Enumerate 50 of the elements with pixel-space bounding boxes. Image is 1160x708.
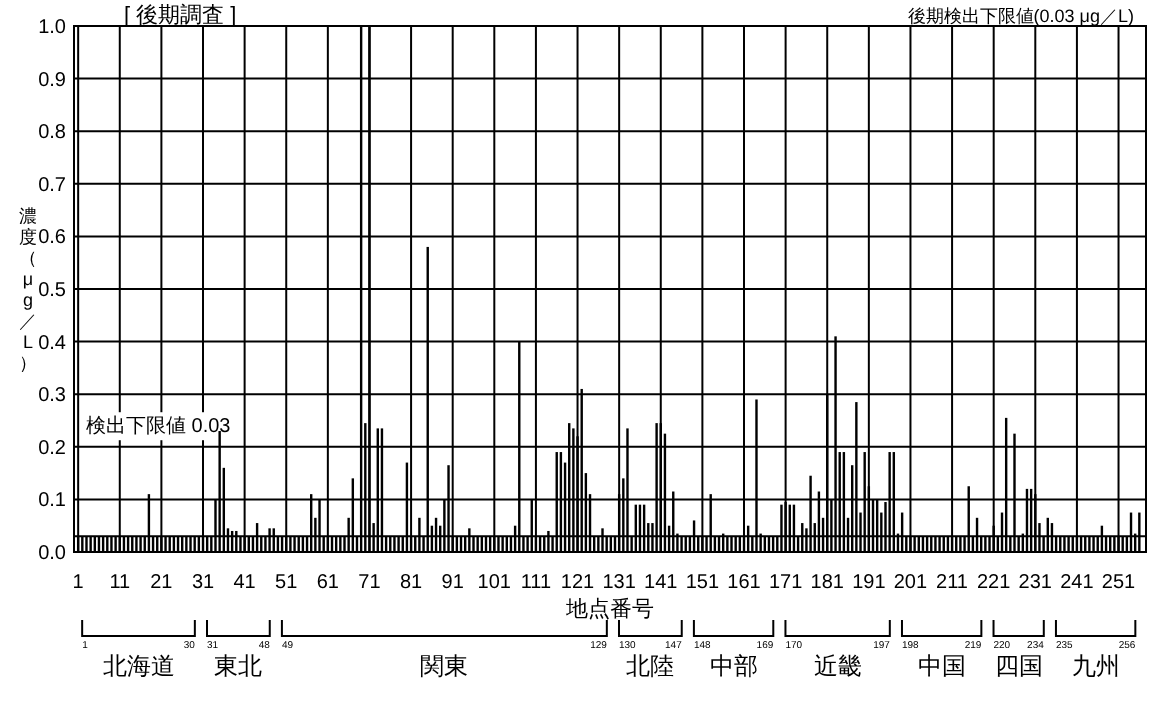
y-tick-label: 0.7 — [38, 174, 67, 197]
text: 北陸 — [626, 652, 675, 680]
text: 東北 — [214, 652, 263, 680]
y-tick-label: 0.0 — [38, 543, 67, 565]
ref-line-label: 検出下限値 0.03 — [86, 414, 232, 439]
y-tick-label: 0.4 — [38, 332, 67, 355]
x-tick-label: 111 — [520, 572, 552, 594]
x-tick-label: 91 — [441, 572, 465, 594]
x-tick-label: 161 — [727, 572, 762, 594]
x-tick-label: 51 — [275, 572, 299, 594]
x-tick-label: 231 — [1018, 572, 1053, 594]
text: 北海道 — [102, 652, 175, 680]
x-tick-label: 71 — [358, 572, 382, 594]
text: 四国 — [994, 652, 1043, 680]
y-tick-label: 0.9 — [38, 69, 67, 92]
x-tick-label: 1 — [72, 572, 85, 594]
x-tick-label: 141 — [644, 572, 679, 594]
text: 近畿 — [813, 652, 862, 680]
x-tick-label: 191 — [852, 572, 887, 594]
x-tick-label: 131 — [602, 572, 637, 594]
y-tick-label: 0.6 — [38, 227, 67, 250]
x-tick-label: 101 — [477, 572, 512, 594]
x-tick-label: 251 — [1101, 572, 1137, 594]
x-tick-label: 211 — [936, 572, 969, 594]
y-tick-label: 0.2 — [38, 437, 67, 460]
text: 九州 — [1071, 652, 1120, 680]
x-tick-label: 31 — [191, 572, 215, 594]
text: 中部 — [709, 652, 758, 680]
text: 関東 — [420, 652, 469, 680]
y-axis-title: 濃度（μg／L） — [19, 205, 37, 373]
chart-subtitle: 後期検出下限値(0.03 μg／L) — [907, 6, 1134, 26]
x-tick-label: 151 — [685, 572, 720, 594]
x-tick-label: 241 — [1060, 572, 1095, 594]
y-tick-label: 0.1 — [38, 490, 67, 513]
x-tick-label: 81 — [399, 572, 424, 594]
x-tick-label: 11 — [109, 572, 132, 594]
x-tick-label: 181 — [810, 572, 845, 594]
y-tick-label: 0.8 — [38, 122, 67, 145]
x-tick-label: 201 — [893, 572, 929, 594]
y-tick-label: 0.5 — [38, 280, 67, 302]
x-tick-label: 171 — [768, 572, 804, 594]
x-tick-label: 41 — [233, 572, 257, 594]
x-tick-label: 61 — [316, 572, 340, 594]
text: 中国 — [917, 652, 966, 680]
y-tick-label: 1.0 — [38, 17, 67, 39]
y-tick-label: 0.3 — [38, 385, 67, 408]
x-tick-label: 21 — [150, 572, 174, 594]
x-tick-label: 121 — [560, 572, 596, 594]
x-axis-title: 地点番号 — [564, 596, 654, 622]
x-tick-label: 221 — [977, 572, 1012, 594]
